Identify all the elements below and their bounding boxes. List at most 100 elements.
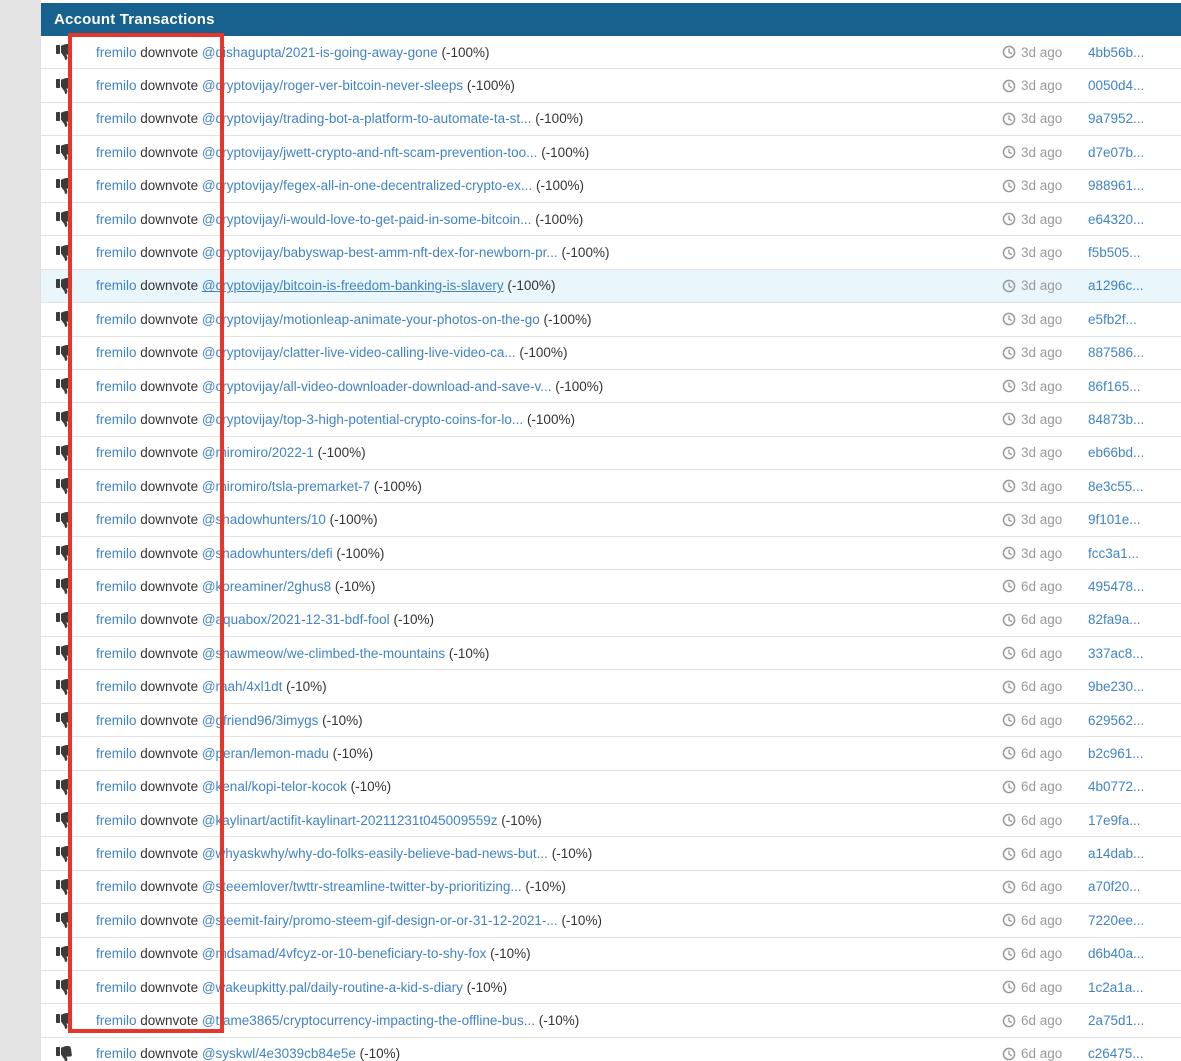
transaction-hash-link[interactable]: 7220ee... (1088, 912, 1145, 928)
post-link[interactable]: @cryptovijay/top-3-high-potential-crypto… (201, 411, 524, 427)
post-link[interactable]: @cryptovijay/roger-ver-bitcoin-never-sle… (201, 78, 464, 94)
account-link[interactable]: fremilo (96, 178, 137, 194)
account-link[interactable]: fremilo (96, 612, 137, 628)
post-link[interactable]: @shawmeow/we-climbed-the-mountains (201, 645, 446, 661)
post-link[interactable]: @cryptovijay/jwett-crypto-and-nft-scam-p… (201, 144, 538, 160)
account-link[interactable]: fremilo (96, 345, 137, 361)
account-link[interactable]: fremilo (96, 245, 137, 261)
post-link[interactable]: @wakeupkitty.pal/daily-routine-a-kid-s-d… (201, 979, 463, 995)
post-link[interactable]: @steeemlover/twttr-streamline-twitter-by… (201, 879, 522, 895)
transaction-hash-link[interactable]: 495478... (1088, 578, 1145, 594)
account-link[interactable]: fremilo (96, 912, 137, 928)
account-link[interactable]: fremilo (96, 144, 137, 160)
transaction-hash-link[interactable]: 4bb56b... (1088, 44, 1145, 60)
account-link[interactable]: fremilo (96, 779, 137, 795)
account-link[interactable]: fremilo (96, 812, 137, 828)
transaction-description: fremilo downvote @shawmeow/we-climbed-th… (96, 646, 1002, 661)
account-link[interactable]: fremilo (96, 78, 137, 94)
post-link[interactable]: @koreaminer/2ghus8 (201, 578, 332, 594)
transaction-hash-link[interactable]: eb66bd... (1088, 445, 1145, 461)
account-link[interactable]: fremilo (96, 478, 137, 494)
transaction-hash-link[interactable]: 4b0772... (1088, 779, 1145, 795)
account-link[interactable]: fremilo (96, 712, 137, 728)
transaction-hash-link[interactable]: fcc3a1... (1088, 545, 1140, 561)
timestamp: 6d ago (1002, 579, 1088, 594)
account-link[interactable]: fremilo (96, 445, 137, 461)
transaction-hash-link[interactable]: f5b505... (1088, 245, 1141, 261)
post-link[interactable]: @cryptovijay/trading-bot-a-platform-to-a… (201, 111, 532, 127)
account-link[interactable]: fremilo (96, 545, 137, 561)
transaction-description: fremilo downvote @syskwl/4e3039cb84e5e (… (96, 1046, 1002, 1061)
post-link[interactable]: @whyaskwhy/why-do-folks-easily-believe-b… (201, 846, 548, 862)
account-link[interactable]: fremilo (96, 311, 137, 327)
post-link[interactable]: @shadowhunters/defi (201, 545, 333, 561)
post-link[interactable]: @cryptovijay/fegex-all-in-one-decentrali… (201, 178, 533, 194)
transaction-hash-link[interactable]: 9be230... (1088, 679, 1145, 695)
account-link[interactable]: fremilo (96, 745, 137, 761)
transaction-hash-link[interactable]: 337ac8... (1088, 645, 1144, 661)
post-link[interactable]: @dishagupta/2021-is-going-away-gone (201, 44, 438, 60)
post-link[interactable]: @cryptovijay/motionleap-animate-your-pho… (201, 311, 540, 327)
transaction-hash-link[interactable]: a70f20... (1088, 879, 1141, 895)
account-link[interactable]: fremilo (96, 946, 137, 962)
post-link[interactable]: @cryptovijay/all-video-downloader-downlo… (201, 378, 552, 394)
transaction-hash-link[interactable]: 84873b... (1088, 411, 1145, 427)
thumbs-down-icon (51, 511, 77, 528)
post-link[interactable]: @kaylinart/actifit-kaylinart-20211231t04… (201, 812, 498, 828)
transaction-hash-link[interactable]: 86f165... (1088, 378, 1141, 394)
account-link[interactable]: fremilo (96, 679, 137, 695)
post-link[interactable]: @syskwl/4e3039cb84e5e (201, 1046, 356, 1061)
post-link[interactable]: @mdsamad/4vfcyz-or-10-beneficiary-to-shy… (201, 946, 487, 962)
post-link[interactable]: @gfriend96/3imygs (201, 712, 319, 728)
transaction-hash-link[interactable]: e5fb2f... (1088, 311, 1137, 327)
transaction-hash-link[interactable]: 988961... (1088, 178, 1145, 194)
account-link[interactable]: fremilo (96, 979, 137, 995)
panel-title: Account Transactions (41, 3, 1181, 36)
transaction-hash-link[interactable]: d7e07b... (1088, 144, 1145, 160)
transaction-hash-link[interactable]: 8e3c55... (1088, 478, 1144, 494)
transaction-hash-link[interactable]: e64320... (1088, 211, 1145, 227)
post-link[interactable]: @raah/4xl1dt (201, 679, 283, 695)
transaction-hash-link[interactable]: 0050d4... (1088, 78, 1145, 94)
account-link[interactable]: fremilo (96, 578, 137, 594)
account-link[interactable]: fremilo (96, 846, 137, 862)
transaction-hash-link[interactable]: 82fa9a... (1088, 612, 1141, 628)
post-link[interactable]: @cryptovijay/babyswap-best-amm-nft-dex-f… (201, 245, 558, 261)
post-link[interactable]: @cryptovijay/bitcoin-is-freedom-banking-… (201, 278, 504, 294)
transaction-hash-link[interactable]: c26475... (1088, 1046, 1144, 1061)
transaction-hash-link[interactable]: 2a75d1... (1088, 1013, 1145, 1029)
transaction-hash-link[interactable]: b2c961... (1088, 745, 1144, 761)
post-link[interactable]: @aquabox/2021-12-31-bdf-fool (201, 612, 390, 628)
account-link[interactable]: fremilo (96, 879, 137, 895)
action-label: downvote (140, 578, 199, 594)
post-link[interactable]: @peran/lemon-madu (201, 745, 329, 761)
transaction-hash-link[interactable]: 17e9fa... (1088, 812, 1141, 828)
account-link[interactable]: fremilo (96, 378, 137, 394)
post-link[interactable]: @miromiro/tsla-premarket-7 (201, 478, 371, 494)
post-link[interactable]: @cryptovijay/clatter-live-video-calling-… (201, 345, 516, 361)
transaction-hash-link[interactable]: 9a7952... (1088, 111, 1145, 127)
account-link[interactable]: fremilo (96, 411, 137, 427)
account-link[interactable]: fremilo (96, 111, 137, 127)
account-link[interactable]: fremilo (96, 1046, 137, 1061)
transaction-hash-link[interactable]: a14dab... (1088, 846, 1145, 862)
transaction-hash-link[interactable]: 1c2a1a... (1088, 979, 1144, 995)
account-link[interactable]: fremilo (96, 645, 137, 661)
transaction-hash-link[interactable]: 887586... (1088, 345, 1145, 361)
post-link[interactable]: @miromiro/2022-1 (201, 445, 314, 461)
account-link[interactable]: fremilo (96, 211, 137, 227)
account-link[interactable]: fremilo (96, 44, 137, 60)
transaction-hash-link[interactable]: d6b40a... (1088, 946, 1145, 962)
age-label: 3d ago (1021, 411, 1063, 427)
transaction-hash-link[interactable]: a1296c... (1088, 278, 1144, 294)
post-link[interactable]: @cryptovijay/i-would-love-to-get-paid-in… (201, 211, 532, 227)
transaction-hash-link[interactable]: 629562... (1088, 712, 1145, 728)
post-link[interactable]: @tfame3865/cryptocurrency-impacting-the-… (201, 1013, 535, 1029)
transaction-hash-link[interactable]: 9f101e... (1088, 512, 1141, 528)
account-link[interactable]: fremilo (96, 1013, 137, 1029)
post-link[interactable]: @shadowhunters/10 (201, 512, 326, 528)
post-link[interactable]: @steemit-fairy/promo-steem-gif-design-or… (201, 912, 558, 928)
post-link[interactable]: @kenal/kopi-telor-kocok (201, 779, 347, 795)
account-link[interactable]: fremilo (96, 512, 137, 528)
account-link[interactable]: fremilo (96, 278, 137, 294)
